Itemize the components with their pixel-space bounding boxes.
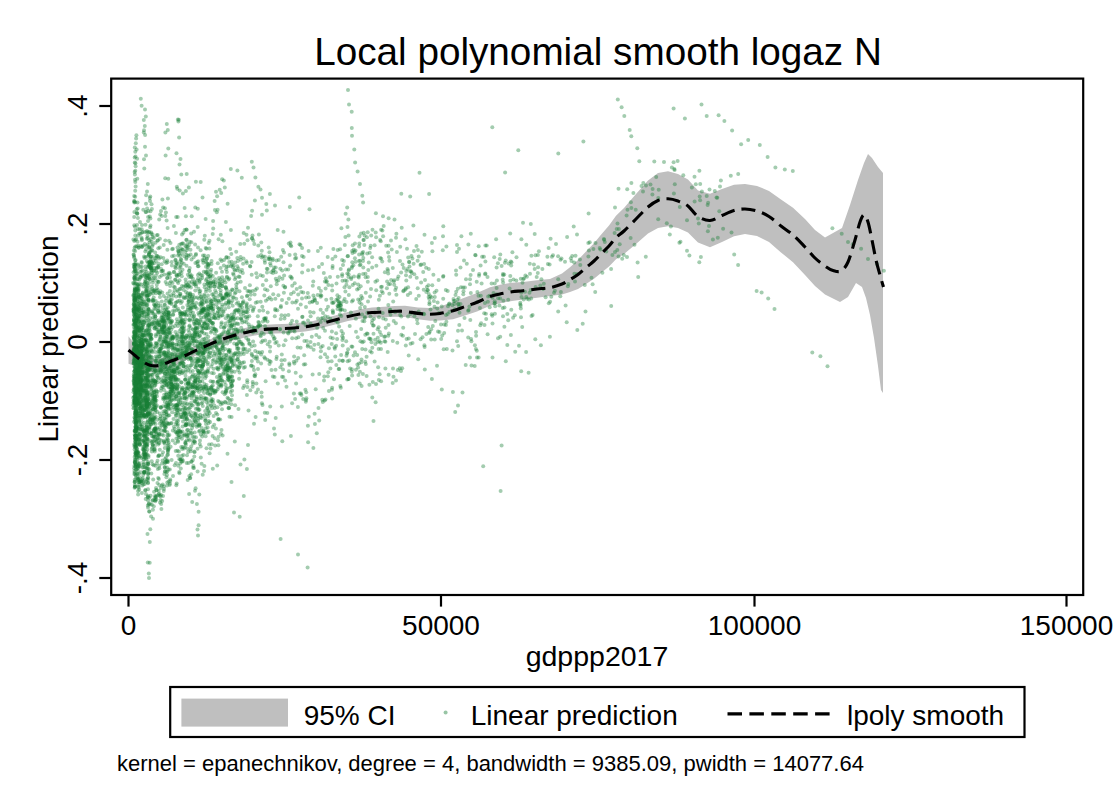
svg-text:kernel = epanechnikov, degree: kernel = epanechnikov, degree = 4, bandw… [117,751,864,776]
svg-text:150000: 150000 [1020,610,1113,641]
svg-text:Linear prediction: Linear prediction [33,235,64,442]
svg-text:lpoly smooth: lpoly smooth [847,700,1004,731]
svg-text:Linear prediction: Linear prediction [471,700,678,731]
svg-text:-.2: -.2 [62,444,93,477]
svg-text:gdppp2017: gdppp2017 [526,640,669,672]
svg-text:50000: 50000 [402,610,480,641]
svg-text:Local polynomial smooth logaz: Local polynomial smooth logaz N [314,30,882,73]
svg-text:95% CI: 95% CI [304,700,396,731]
svg-text:.4: .4 [62,94,93,117]
svg-text:-.4: -.4 [62,562,93,595]
svg-text:0: 0 [121,610,137,641]
svg-text:.2: .2 [62,212,93,235]
svg-text:0: 0 [62,334,93,350]
svg-text:100000: 100000 [708,610,801,641]
